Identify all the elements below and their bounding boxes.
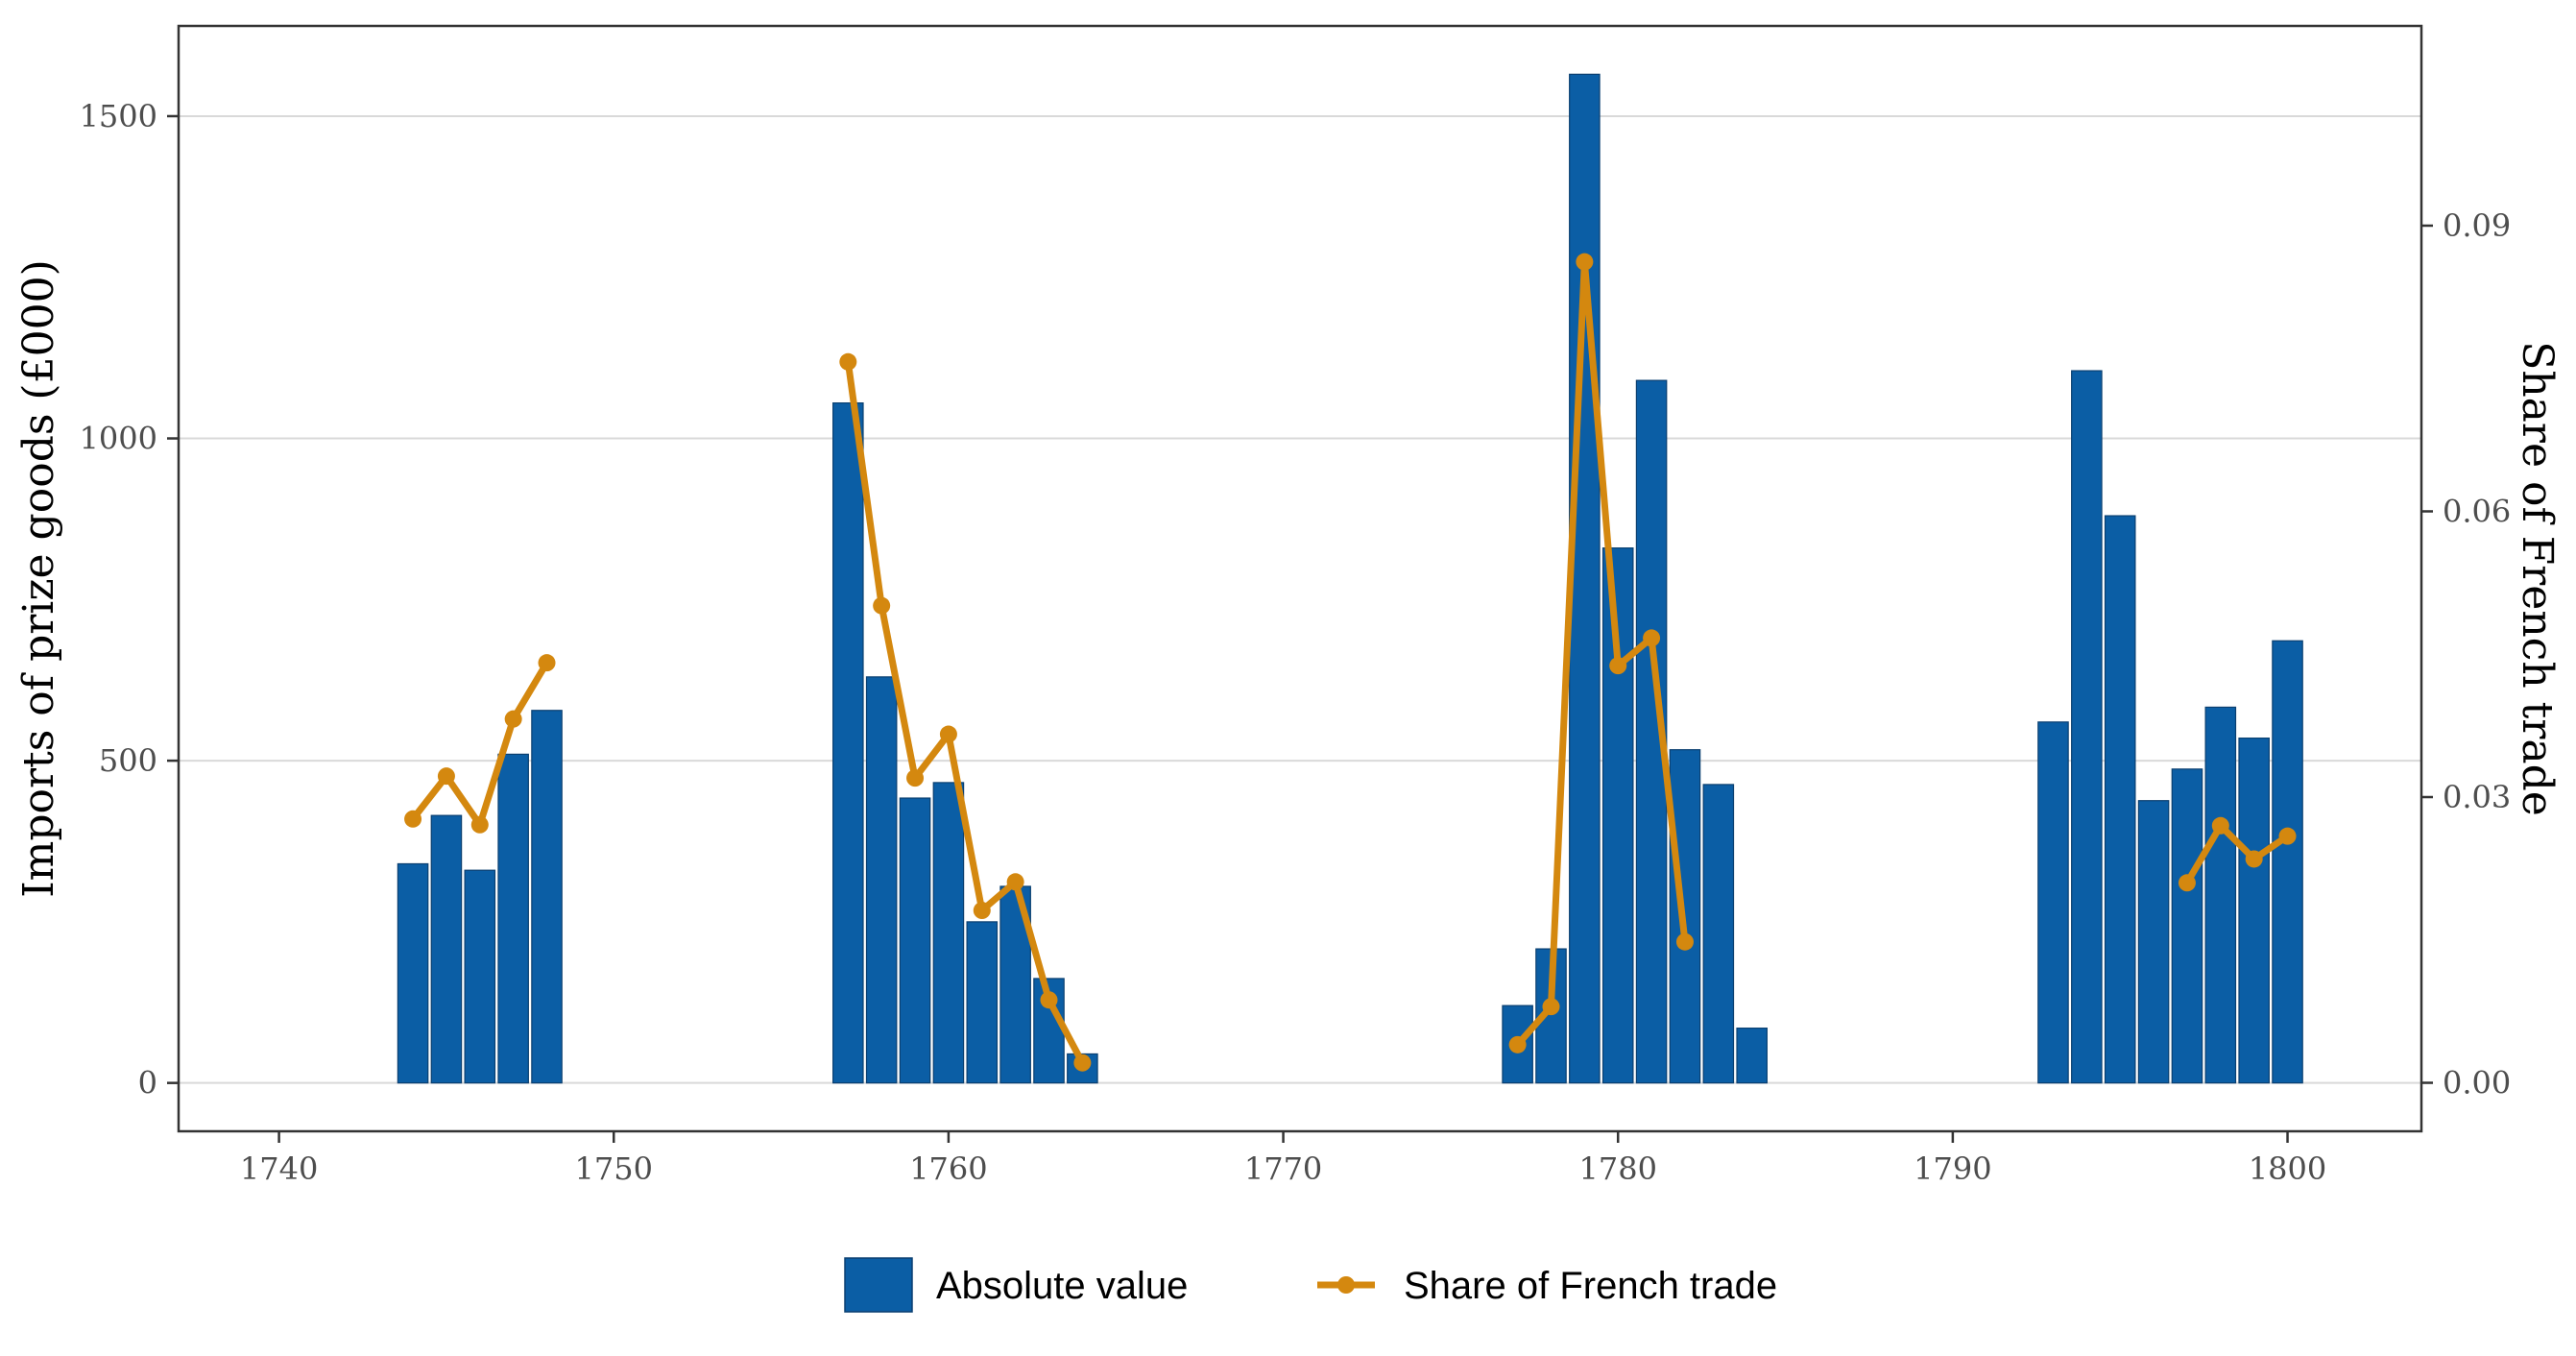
y2-tick-label: 0.03 bbox=[2443, 779, 2511, 815]
share-point bbox=[973, 902, 991, 920]
bar bbox=[899, 797, 931, 1084]
legend: Absolute value Share of French trade bbox=[844, 1257, 1777, 1313]
x-tick-label: 1750 bbox=[575, 1150, 653, 1187]
y2-axis-title: Share of French trade bbox=[2513, 341, 2562, 816]
plot-panel-border bbox=[177, 24, 2423, 1133]
bar bbox=[2171, 768, 2203, 1084]
share-point bbox=[1643, 629, 1661, 647]
bar bbox=[966, 921, 999, 1084]
bar bbox=[1702, 784, 1735, 1084]
bar bbox=[832, 402, 864, 1084]
y-axis-title: Imports of prize goods (£000) bbox=[14, 259, 63, 897]
share-line-segment bbox=[2183, 822, 2292, 886]
x-tick-label: 1790 bbox=[1914, 1150, 1991, 1187]
bar bbox=[531, 710, 563, 1084]
bar bbox=[464, 869, 496, 1084]
share-point bbox=[839, 352, 857, 371]
x-tick-label: 1800 bbox=[2249, 1150, 2326, 1187]
legend-label-absolute-value: Absolute value bbox=[936, 1265, 1188, 1307]
bar bbox=[865, 676, 898, 1084]
share-point bbox=[2211, 816, 2229, 835]
share-point bbox=[906, 769, 925, 787]
share-point bbox=[1073, 1053, 1092, 1072]
share-point bbox=[504, 710, 522, 728]
bar bbox=[2204, 706, 2237, 1084]
line-series bbox=[404, 253, 2297, 1072]
share-point bbox=[437, 767, 455, 786]
y-tick-label: 1500 bbox=[80, 98, 157, 134]
legend-label-share-of-french-trade: Share of French trade bbox=[1404, 1265, 1777, 1307]
bar bbox=[932, 782, 965, 1084]
x-tick-label: 1780 bbox=[1579, 1150, 1657, 1187]
x-tick-label: 1740 bbox=[240, 1150, 318, 1187]
share-point bbox=[2278, 827, 2297, 845]
share-point bbox=[2245, 850, 2263, 868]
share-point bbox=[1675, 932, 1694, 951]
bar bbox=[2137, 800, 2170, 1084]
y-tick-label: 1000 bbox=[80, 421, 157, 457]
share-point bbox=[404, 810, 422, 828]
share-point bbox=[538, 654, 556, 672]
bar-series bbox=[397, 73, 2303, 1084]
bar bbox=[2037, 721, 2069, 1084]
legend-key-absolute-value bbox=[844, 1257, 913, 1313]
bar bbox=[1736, 1028, 1768, 1084]
bar bbox=[397, 862, 429, 1084]
bar bbox=[1569, 73, 1601, 1084]
share-point bbox=[873, 596, 891, 615]
x-tick-label: 1770 bbox=[1244, 1150, 1322, 1187]
bar bbox=[2104, 515, 2136, 1084]
share-point bbox=[1006, 873, 1024, 891]
bar bbox=[2238, 738, 2270, 1084]
share-point bbox=[1040, 991, 1058, 1009]
share-point bbox=[470, 815, 489, 834]
y2-tick-label: 0.00 bbox=[2443, 1065, 2511, 1102]
bar bbox=[2071, 370, 2103, 1084]
share-line-segment bbox=[844, 358, 1086, 1067]
bar bbox=[497, 753, 529, 1084]
y2-tick-label: 0.06 bbox=[2443, 493, 2511, 529]
bar bbox=[2272, 640, 2303, 1084]
axes: 0 500 1000 1500 0.00 0.03 0.06 0.09 1740 1750 1760… bbox=[80, 98, 2512, 1187]
share-point bbox=[1542, 998, 1560, 1016]
share-point bbox=[1508, 1035, 1527, 1053]
share-point bbox=[2178, 874, 2196, 892]
y-tick-label: 0 bbox=[138, 1065, 157, 1102]
x-tick-label: 1760 bbox=[909, 1150, 987, 1187]
legend-key-point bbox=[1337, 1276, 1355, 1294]
share-point bbox=[1609, 657, 1627, 675]
share-point bbox=[1576, 253, 1594, 271]
y-tick-label: 500 bbox=[99, 742, 157, 779]
y2-tick-label: 0.09 bbox=[2443, 207, 2511, 244]
share-point bbox=[939, 725, 957, 743]
bar bbox=[430, 814, 463, 1084]
